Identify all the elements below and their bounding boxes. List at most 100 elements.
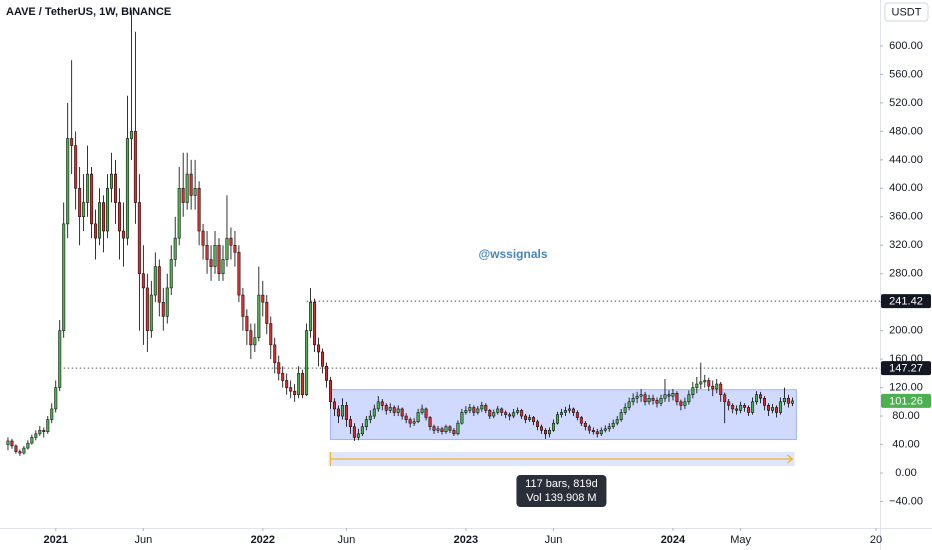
candle-body (293, 390, 297, 395)
candle-body (639, 394, 643, 397)
candle-body (747, 407, 751, 413)
x-tick-label: Jun (338, 534, 356, 546)
measure-volume: Vol 139.908 M (526, 492, 596, 504)
candle-body (778, 401, 782, 413)
candle-body (261, 294, 265, 303)
y-tick-label: 0.00 (895, 467, 916, 479)
price-tag (881, 361, 931, 376)
y-tick-label: −40.00 (889, 495, 923, 507)
candle-body (137, 202, 141, 274)
candle-body (205, 244, 209, 260)
candle-body (380, 401, 384, 406)
candle-body (277, 362, 281, 374)
currency-box[interactable] (884, 2, 929, 22)
candle-body (408, 419, 412, 424)
candle-body (404, 415, 408, 420)
candle-body (774, 407, 778, 413)
candle-body (38, 430, 42, 435)
y-tick-label: 280.00 (889, 268, 923, 280)
candle-body (273, 344, 277, 363)
candle-body (480, 405, 484, 410)
candle-body (352, 426, 356, 438)
candle-body (508, 414, 512, 417)
candle-body (58, 330, 62, 388)
candle-body (536, 421, 540, 427)
candle-body (313, 301, 317, 346)
candle-body (189, 173, 193, 196)
candle-body (133, 131, 137, 203)
candle-body (631, 398, 635, 403)
candle-body (78, 188, 82, 218)
candle-body (635, 395, 639, 399)
candle-body (257, 294, 261, 339)
candle-body (551, 422, 555, 431)
candle-body (309, 301, 313, 331)
candle-body (110, 173, 113, 189)
y-tick-label: 40.00 (892, 438, 920, 450)
candle-body (591, 430, 595, 432)
candle-body (691, 387, 695, 395)
candle-body (655, 400, 659, 404)
candle-body (643, 394, 647, 403)
candle-body (786, 398, 790, 404)
currency-label[interactable]: USDT (892, 6, 922, 18)
y-tick-label: 120.00 (889, 381, 923, 393)
candle-body (659, 398, 663, 404)
candle-body (683, 401, 687, 406)
candle-body (102, 202, 106, 232)
candle-body (34, 433, 38, 438)
candle-body (416, 412, 420, 422)
candle-body (743, 405, 747, 408)
candle-body (607, 426, 611, 430)
candle-body (372, 408, 376, 417)
candle-body (368, 415, 372, 420)
candle-body (54, 387, 58, 410)
candle-body (392, 407, 396, 413)
candle-body (181, 188, 185, 203)
candle-body (719, 383, 723, 395)
candle-body (305, 330, 309, 395)
candle-body (424, 408, 428, 418)
candle-body (687, 394, 691, 403)
candle-body (6, 440, 10, 445)
candle-body (30, 437, 34, 444)
candle-body (504, 412, 508, 415)
x-tick-label: 2022 (251, 534, 275, 546)
candle-body (317, 344, 321, 353)
candle-body (603, 428, 607, 431)
candle-body (456, 422, 460, 435)
y-tick-label: 480.00 (889, 125, 923, 137)
candle-body (496, 408, 500, 413)
x-tick-label: 20 (870, 534, 882, 546)
candle-body (516, 410, 520, 413)
candle-body (468, 407, 472, 411)
candle-body (289, 387, 293, 392)
candle-body (249, 330, 253, 346)
candle-body (563, 410, 567, 413)
candle-body (651, 398, 655, 401)
candle-body (121, 230, 125, 239)
y-tick-label: 440.00 (889, 154, 923, 166)
candle-body (548, 430, 551, 435)
candle-body (325, 365, 329, 381)
candle-body (727, 401, 731, 406)
candle-body (540, 426, 544, 431)
candle-body (544, 430, 548, 435)
candle-body (269, 323, 273, 346)
candle-body (177, 188, 181, 239)
measure-arrow (787, 454, 794, 464)
candle-body (476, 408, 480, 413)
candle-body (74, 145, 78, 189)
candle-body (611, 422, 615, 427)
candle-body (524, 415, 528, 420)
candle-body (26, 442, 30, 449)
x-tick-label: Jun (134, 534, 152, 546)
y-tick-label: 320.00 (889, 239, 923, 251)
candle-body (619, 412, 623, 420)
candle-body (209, 259, 213, 267)
candle-body (428, 417, 432, 427)
candle-body (472, 407, 476, 413)
x-tick-label: Jun (545, 534, 563, 546)
measure-bars: 117 bars, 819d (525, 478, 598, 490)
